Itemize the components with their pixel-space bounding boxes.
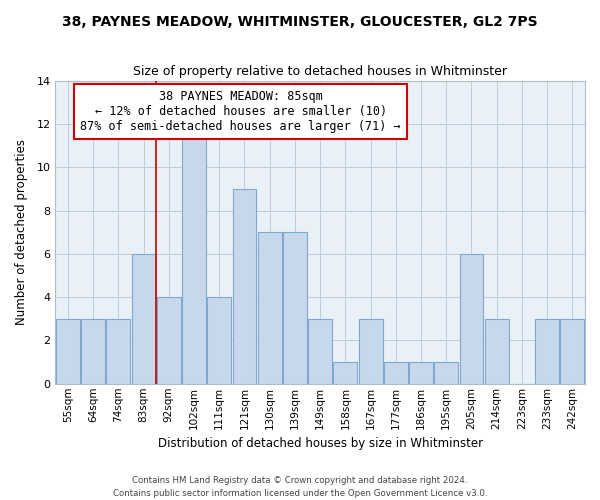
Bar <box>485 319 509 384</box>
Text: 38, PAYNES MEADOW, WHITMINSTER, GLOUCESTER, GL2 7PS: 38, PAYNES MEADOW, WHITMINSTER, GLOUCEST… <box>62 15 538 29</box>
Bar <box>460 254 484 384</box>
Text: 38 PAYNES MEADOW: 85sqm
← 12% of detached houses are smaller (10)
87% of semi-de: 38 PAYNES MEADOW: 85sqm ← 12% of detache… <box>80 90 401 132</box>
Bar <box>359 319 383 384</box>
Bar <box>283 232 307 384</box>
Bar <box>56 319 80 384</box>
Bar <box>535 319 559 384</box>
Bar <box>131 254 155 384</box>
X-axis label: Distribution of detached houses by size in Whitminster: Distribution of detached houses by size … <box>158 437 483 450</box>
Bar <box>560 319 584 384</box>
Bar <box>434 362 458 384</box>
Bar <box>409 362 433 384</box>
Bar <box>81 319 105 384</box>
Bar <box>233 189 256 384</box>
Bar <box>334 362 358 384</box>
Bar <box>384 362 408 384</box>
Bar <box>308 319 332 384</box>
Bar <box>207 297 231 384</box>
Bar <box>157 297 181 384</box>
Text: Contains HM Land Registry data © Crown copyright and database right 2024.
Contai: Contains HM Land Registry data © Crown c… <box>113 476 487 498</box>
Title: Size of property relative to detached houses in Whitminster: Size of property relative to detached ho… <box>133 65 507 78</box>
Bar <box>182 124 206 384</box>
Bar <box>258 232 281 384</box>
Bar <box>106 319 130 384</box>
Y-axis label: Number of detached properties: Number of detached properties <box>15 139 28 325</box>
